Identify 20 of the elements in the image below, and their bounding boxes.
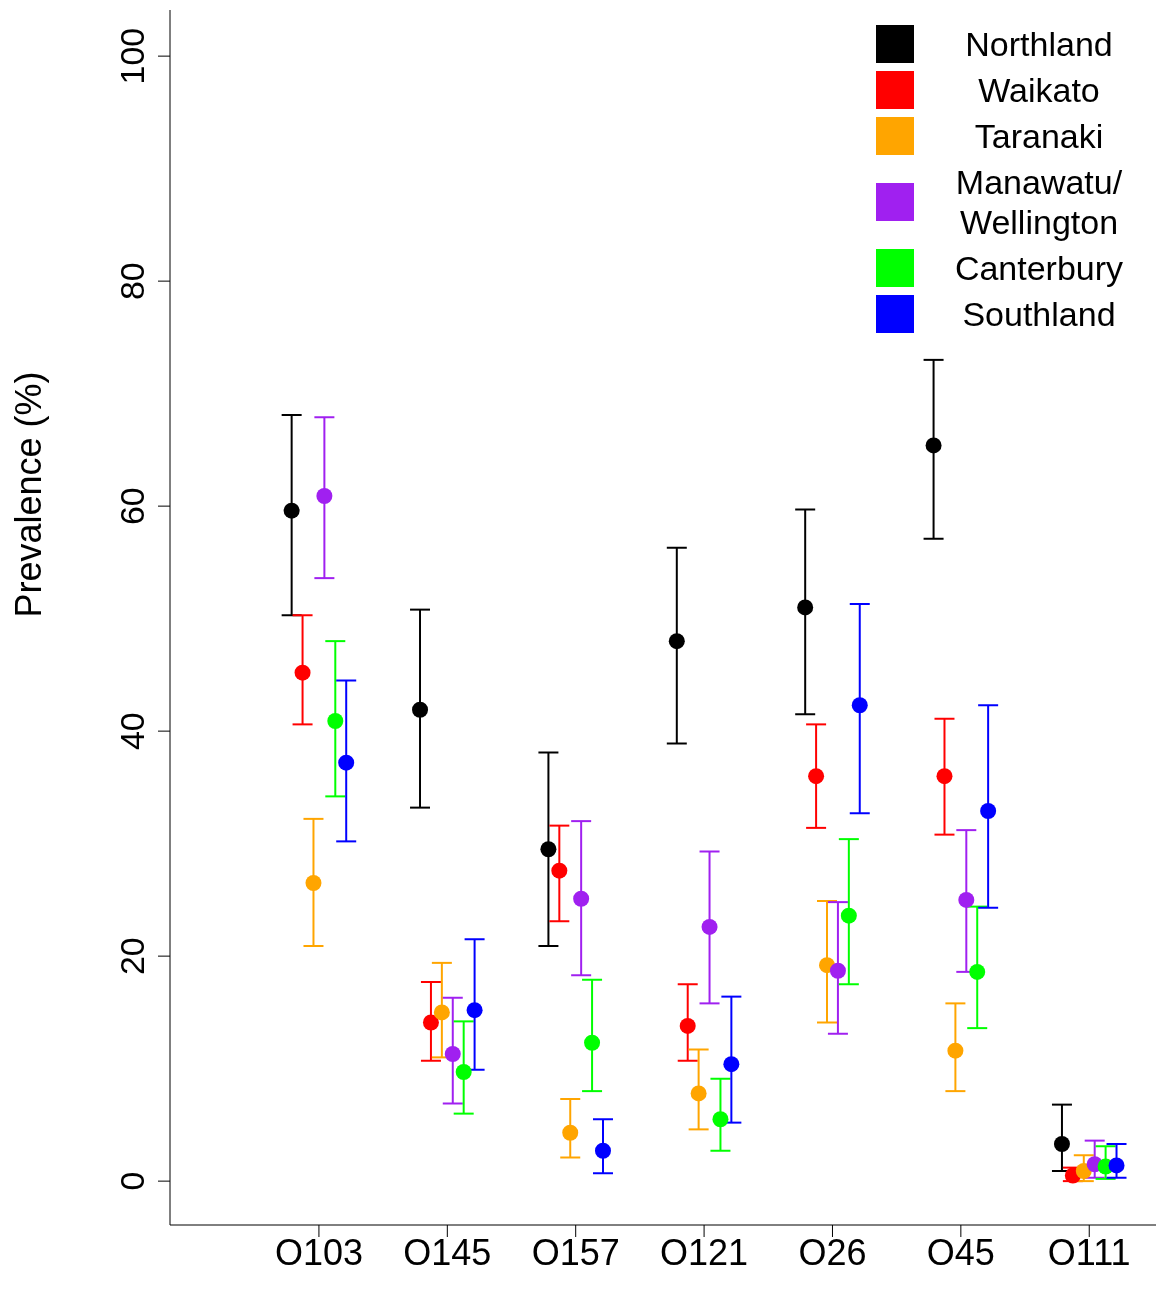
legend-label: Taranaki — [973, 116, 1105, 156]
x-tick-label: O157 — [531, 1231, 620, 1273]
legend-label: Canterbury — [953, 248, 1125, 288]
x-tick-label: O111 — [1047, 1231, 1131, 1273]
legend-label: Waikato — [977, 70, 1101, 110]
y-tick-label: 100 — [113, 27, 151, 85]
x-tick-label: O45 — [926, 1231, 995, 1273]
x-tick-label: O26 — [798, 1231, 867, 1273]
y-axis-title: Prevalence (%) — [7, 371, 49, 618]
x-tick-label: O103 — [274, 1231, 363, 1273]
x-tick-label: O145 — [403, 1231, 492, 1273]
y-tick-label: 80 — [113, 262, 151, 301]
y-tick-label: 40 — [113, 712, 151, 751]
y-tick-label: 0 — [113, 1171, 151, 1191]
legend-label: Southland — [961, 294, 1117, 334]
legend-label: Northland — [964, 24, 1114, 64]
y-tick-label: 60 — [113, 487, 151, 526]
x-tick-label: O121 — [660, 1231, 749, 1273]
y-tick-label: 20 — [113, 937, 151, 976]
legend-label: Manawatu/Wellington — [954, 162, 1124, 242]
